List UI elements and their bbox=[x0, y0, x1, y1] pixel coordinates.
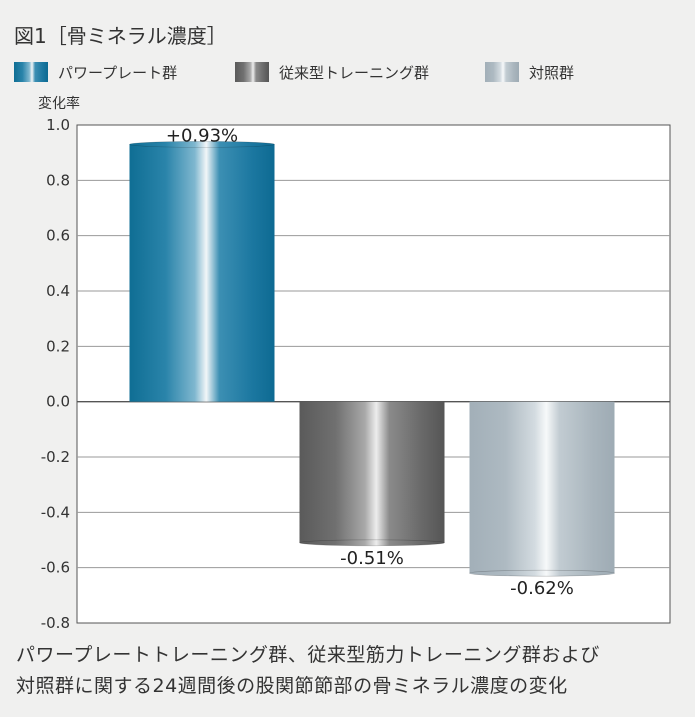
bar-2 bbox=[299, 401, 445, 543]
chart-svg: 図1［骨ミネラル濃度］ パワープレート群 従来型トレーニング群 対照群 変化率 1.… bbox=[14, 24, 671, 632]
caption-line-1: パワープレートトレーニング群、従来型筋力トレーニング群および bbox=[16, 644, 600, 666]
bar-cap bbox=[469, 569, 615, 577]
legend-label: 従来型トレーニング群 bbox=[279, 64, 429, 82]
legend-label: 対照群 bbox=[529, 64, 574, 82]
y-tick-label: 1.0 bbox=[46, 116, 70, 134]
legend-swatch bbox=[235, 62, 269, 82]
y-tick-labels: 1.0 0.8 0.6 0.4 0.2 0.0 -0.2 -0.4 -0.6 -0.8 bbox=[41, 116, 70, 632]
y-tick-label: 0.2 bbox=[46, 337, 70, 355]
y-tick-label: -0.4 bbox=[41, 503, 70, 521]
y-tick-label: -0.8 bbox=[41, 614, 70, 632]
legend-swatch bbox=[485, 62, 519, 82]
caption-line-2: 対照群に関する24週間後の股関節節部の骨ミネラル濃度の変化 bbox=[16, 675, 568, 697]
y-tick-label: 0.0 bbox=[46, 393, 70, 411]
bar-cap bbox=[129, 141, 275, 148]
legend-swatch bbox=[14, 62, 48, 82]
data-labels: +0.93% -0.51% -0.62% bbox=[166, 125, 574, 599]
data-label: +0.93% bbox=[166, 125, 238, 146]
chart-title: 図1［骨ミネラル濃度］ bbox=[14, 24, 227, 48]
data-label: -0.62% bbox=[510, 578, 574, 599]
data-label: -0.51% bbox=[340, 548, 404, 569]
y-tick-label: -0.6 bbox=[41, 559, 70, 577]
y-tick-label: 0.8 bbox=[46, 171, 70, 189]
y-tick-label: 0.4 bbox=[46, 282, 70, 300]
chart-caption: パワープレートトレーニング群、従来型筋力トレーニング群および 対照群に関する24… bbox=[16, 640, 686, 702]
y-tick-label: -0.2 bbox=[41, 448, 70, 466]
legend-label: パワープレート群 bbox=[58, 64, 177, 82]
bar-3 bbox=[469, 401, 615, 574]
bar-1 bbox=[129, 144, 275, 402]
y-tick-label: 0.6 bbox=[46, 227, 70, 245]
bars bbox=[129, 141, 615, 577]
bar-cap bbox=[299, 539, 445, 547]
legend: パワープレート群 従来型トレーニング群 対照群 bbox=[14, 62, 574, 82]
y-axis-label: 変化率 bbox=[38, 95, 80, 112]
